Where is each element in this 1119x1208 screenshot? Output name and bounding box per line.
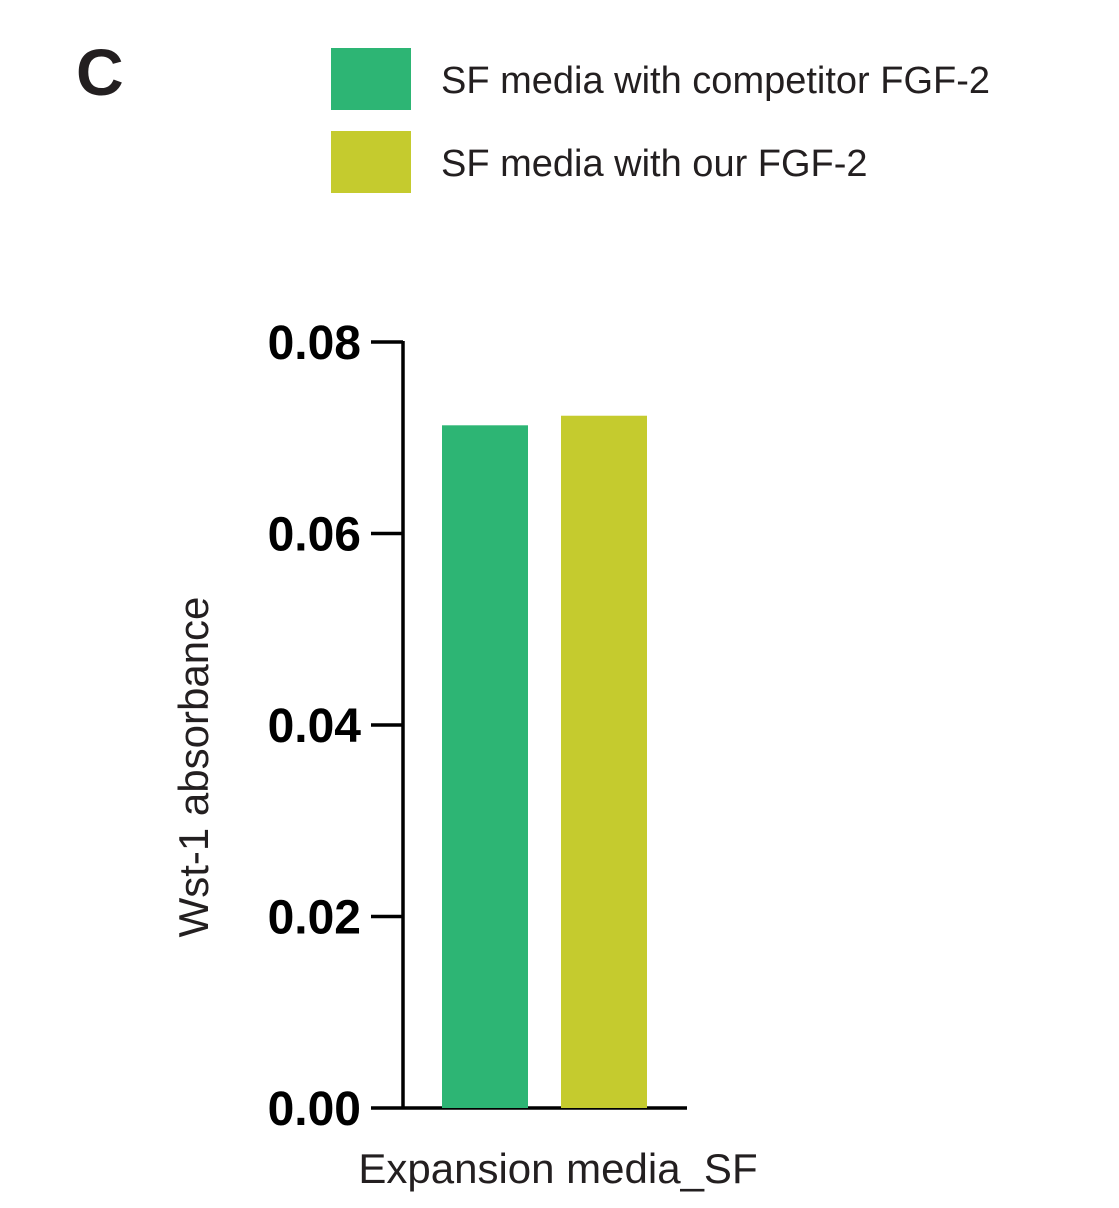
y-tick-label: 0.00 [268, 1083, 361, 1136]
y-tick-label: 0.02 [268, 892, 361, 945]
legend-swatch [331, 131, 411, 193]
y-ticks: 0.00 0.02 0.04 0.06 0.08 [268, 317, 403, 1136]
legend-label: SF media with our FGF-2 [441, 143, 868, 185]
legend-item: SF media with our FGF-2 [331, 131, 868, 193]
legend-label: SF media with competitor FGF-2 [441, 60, 990, 102]
bar [561, 415, 647, 1108]
legend-item: SF media with competitor FGF-2 [331, 48, 990, 110]
bar [442, 425, 528, 1108]
y-tick-label: 0.08 [268, 317, 361, 370]
y-tick-label: 0.06 [268, 509, 361, 562]
bars [442, 415, 647, 1108]
y-tick-label: 0.04 [268, 700, 362, 753]
y-axis-title: Wst-1 absorbance [170, 597, 217, 938]
x-axis-title: Expansion media_SF [358, 1145, 757, 1192]
legend: SF media with competitor FGF-2 SF media w… [331, 48, 990, 193]
legend-swatch [331, 48, 411, 110]
panel-label: C [76, 35, 124, 109]
